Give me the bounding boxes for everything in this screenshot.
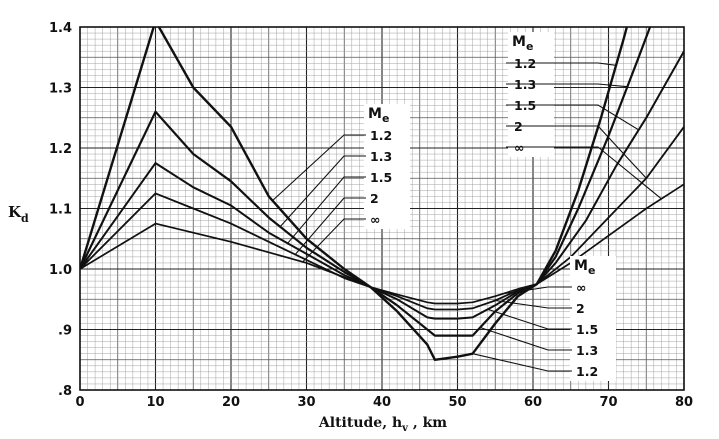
legend-item-∞: ∞ xyxy=(370,212,380,227)
legend-leader-line xyxy=(479,326,572,351)
legend-background xyxy=(508,32,554,157)
y-tick-label: 1.0 xyxy=(49,263,72,278)
x-axis-label-symbol: h xyxy=(392,415,402,431)
legend-item-1.5: 1.5 xyxy=(576,322,598,337)
x-axis-label: Altitude, hv , km xyxy=(318,415,447,434)
legend-leader-line xyxy=(506,146,662,200)
legend-leader-line xyxy=(294,197,366,255)
legend-leader-line xyxy=(487,308,572,330)
y-tick-label: 1.2 xyxy=(49,142,72,157)
series-line-me-1.2 xyxy=(80,27,629,361)
legend-item-2: 2 xyxy=(370,191,379,206)
y-tick-label: 1.1 xyxy=(49,203,72,218)
legend-item-1.3: 1.3 xyxy=(576,343,598,358)
x-tick-label: 60 xyxy=(524,395,542,410)
legend-leader-line xyxy=(287,176,366,244)
legend-title: Me xyxy=(512,34,533,53)
x-tick-label: 0 xyxy=(75,395,84,410)
x-tick-label: 30 xyxy=(297,395,315,410)
legend-background xyxy=(364,104,410,229)
legend-leader-line xyxy=(302,218,366,263)
x-tick-label: 20 xyxy=(222,395,240,410)
series-line-me-2 xyxy=(80,126,684,311)
series-line-me-∞ xyxy=(80,183,684,305)
y-axis-label-main: K xyxy=(8,203,22,221)
y-tick-label: 1.3 xyxy=(49,82,72,97)
y-axis-label: Kd xyxy=(8,203,29,225)
legend-leader-line xyxy=(495,299,572,309)
legend-leader-line xyxy=(506,104,639,131)
legend-leader-line xyxy=(506,83,628,88)
legend-leader-line xyxy=(506,62,617,66)
legend-item-1.3: 1.3 xyxy=(370,149,392,164)
y-tick-label: 1.4 xyxy=(49,21,72,36)
x-tick-label: 40 xyxy=(373,395,391,410)
x-tick-label: 80 xyxy=(675,395,693,410)
plot-frame xyxy=(79,26,685,391)
y-tick-label: .8 xyxy=(58,384,72,399)
y-axis-label-sub: d xyxy=(21,212,29,225)
series-line-me-1.3 xyxy=(80,27,652,337)
legend-item-1.5: 1.5 xyxy=(370,170,392,185)
legend-leader-line xyxy=(506,125,647,179)
x-tick-label: 10 xyxy=(146,395,164,410)
x-axis-label-main: Altitude, xyxy=(318,415,392,431)
x-tick-label: 70 xyxy=(599,395,617,410)
legend-item-1.2: 1.2 xyxy=(370,128,392,143)
legends: Me1.21.31.52∞Me1.21.31.52∞Me∞21.51.31.2 xyxy=(272,32,662,381)
legend-item-∞: ∞ xyxy=(576,280,586,295)
y-tick-label: .9 xyxy=(58,324,72,339)
legend-leader-line xyxy=(279,155,366,228)
legend-leader-line xyxy=(502,286,572,295)
x-axis-label-sub: v xyxy=(401,423,409,434)
legend-item-1.2: 1.2 xyxy=(576,364,598,379)
legend-item-2: 2 xyxy=(576,301,585,316)
legend-title: Me xyxy=(368,106,389,125)
series-line-me-1.5 xyxy=(80,50,684,320)
x-tick-label: 50 xyxy=(448,395,466,410)
legend-title: Me xyxy=(574,258,595,277)
series-lines xyxy=(80,27,684,361)
axes: 0 10 20 30 40 50 60 70 80 .8 .9 1.0 1.1 1.2 1.3 1.4 xyxy=(49,21,693,410)
x-axis-label-tail: , km xyxy=(408,415,447,431)
legend-leader-line xyxy=(272,134,366,202)
legend-background xyxy=(570,256,616,381)
legend-leader-line xyxy=(472,353,572,372)
